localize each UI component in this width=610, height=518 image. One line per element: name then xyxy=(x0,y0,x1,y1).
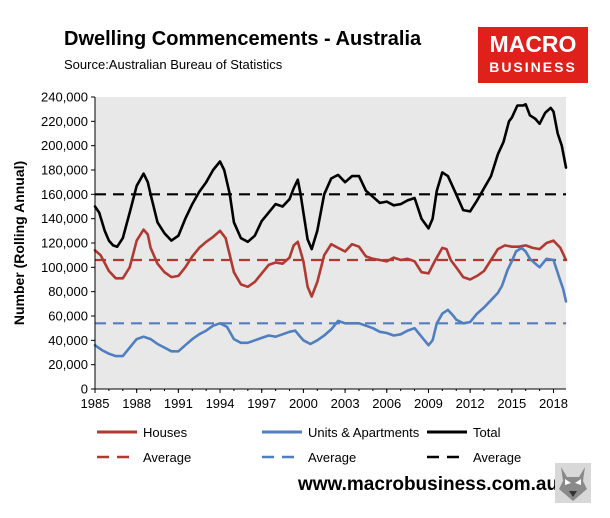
website-url[interactable]: www.macrobusiness.com.au xyxy=(298,474,559,495)
x-tick-label: 1997 xyxy=(247,396,276,411)
logo-line-2: BUSINESS xyxy=(489,59,577,75)
x-tick-label: 1985 xyxy=(81,396,110,411)
x-tick-label: 2012 xyxy=(456,396,485,411)
y-tick-label: 120,000 xyxy=(41,236,88,251)
x-tick-label: 2009 xyxy=(414,396,443,411)
legend-label: Total xyxy=(473,425,501,440)
y-tick-label: 220,000 xyxy=(41,114,88,129)
legend-label: Average xyxy=(308,450,356,465)
y-tick-label: 60,000 xyxy=(48,309,88,324)
y-axis-label: Number (Rolling Annual) xyxy=(11,161,27,325)
y-tick-label: 200,000 xyxy=(41,138,88,153)
legend-label: Units & Apartments xyxy=(308,425,420,440)
legend-label: Houses xyxy=(143,425,188,440)
y-tick-label: 100,000 xyxy=(41,260,88,275)
series-line-units-apartments xyxy=(93,246,568,358)
chart-source: Source:Australian Bureau of Statistics xyxy=(64,57,283,72)
x-tick-label: 1988 xyxy=(122,396,151,411)
y-tick-label: 160,000 xyxy=(41,187,88,202)
y-tick-label: 0 xyxy=(81,382,88,397)
plot-area xyxy=(95,97,566,389)
y-tick-label: 20,000 xyxy=(48,357,88,372)
logo-line-1: MACRO xyxy=(489,31,577,57)
x-tick-label: 2000 xyxy=(289,396,318,411)
x-tick-label: 2003 xyxy=(331,396,360,411)
y-tick-label: 240,000 xyxy=(41,90,88,105)
x-tick-label: 1991 xyxy=(164,396,193,411)
y-tick-label: 40,000 xyxy=(48,333,88,348)
x-tick-label: 1994 xyxy=(206,396,235,411)
y-tick-label: 80,000 xyxy=(48,284,88,299)
x-tick-label: 2015 xyxy=(497,396,526,411)
wolf-logo-icon xyxy=(555,463,591,503)
legend-label: Average xyxy=(143,450,191,465)
x-tick-label: 2018 xyxy=(539,396,568,411)
series-line-houses xyxy=(93,228,568,298)
x-tick-label: 2006 xyxy=(372,396,401,411)
legend-label: Average xyxy=(473,450,521,465)
y-tick-label: 180,000 xyxy=(41,163,88,178)
y-tick-label: 140,000 xyxy=(41,211,88,226)
series-line-total xyxy=(93,103,568,251)
macrobusiness-logo: MACRO BUSINESS xyxy=(478,27,588,83)
chart-title: Dwelling Commencements - Australia xyxy=(64,28,422,50)
